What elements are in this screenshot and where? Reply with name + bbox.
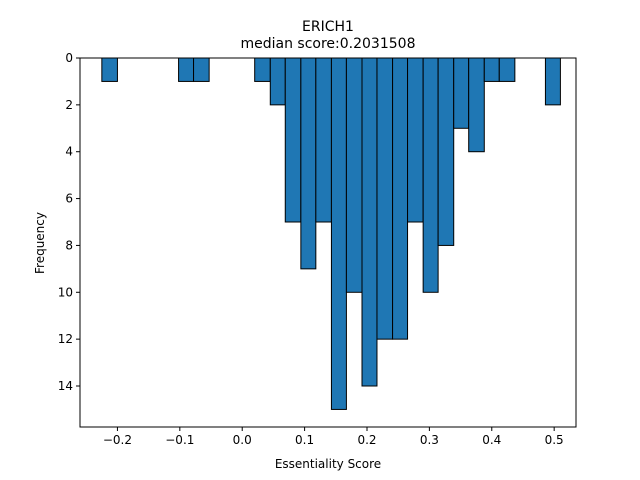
y-tick-label: 14 <box>58 379 73 393</box>
histogram-bar <box>269 57 286 106</box>
histogram-bar <box>498 57 516 82</box>
y-tick-label: 8 <box>65 238 73 252</box>
histogram-bar <box>407 57 424 223</box>
histogram-bar <box>254 57 271 82</box>
x-tick-label: 0.1 <box>295 433 314 447</box>
chart-title: ERICH1 <box>302 19 354 35</box>
histogram-bar <box>330 57 347 410</box>
x-tick-label: −0.1 <box>165 433 194 447</box>
histogram-bar <box>468 57 485 153</box>
histogram-bar <box>101 57 118 82</box>
plot-frame <box>79 57 577 428</box>
x-tick-label: 0.5 <box>545 433 564 447</box>
x-axis: −0.2 −0.1 0.0 0.1 0.2 0.3 0.4 0.5 <box>103 427 564 447</box>
histogram-bar <box>300 57 317 270</box>
histogram-bar <box>453 57 470 129</box>
y-axis: 0 2 4 6 8 10 12 14 <box>58 51 80 393</box>
histogram-bar <box>483 57 500 82</box>
x-tick-label: 0.0 <box>233 433 252 447</box>
histogram-bar <box>376 57 394 340</box>
histogram-bar <box>315 57 332 223</box>
y-tick-label: 6 <box>65 192 73 206</box>
histogram-bar <box>361 57 378 387</box>
x-tick-label: 0.2 <box>357 433 376 447</box>
bars-group <box>101 57 561 410</box>
histogram-bar <box>437 57 455 246</box>
histogram-bar <box>193 57 210 82</box>
histogram-bar <box>284 57 302 223</box>
y-tick-label: 4 <box>65 145 73 159</box>
x-tick-label: 0.3 <box>420 433 439 447</box>
histogram-bar <box>178 57 195 82</box>
y-tick-label: 10 <box>58 285 73 299</box>
y-axis-label: Frequency <box>33 212 47 274</box>
histogram-bar <box>544 57 561 106</box>
y-tick-label: 2 <box>65 98 73 112</box>
y-tick-label: 0 <box>65 51 73 65</box>
histogram-bar <box>392 57 409 340</box>
x-tick-label: −0.2 <box>103 433 132 447</box>
histogram-bar <box>345 57 363 293</box>
chart-subtitle: median score:0.2031508 <box>241 36 416 52</box>
x-axis-label: Essentiality Score <box>275 457 381 471</box>
x-tick-label: 0.4 <box>482 433 501 447</box>
y-tick-label: 12 <box>58 332 73 346</box>
histogram-bar <box>422 57 439 293</box>
